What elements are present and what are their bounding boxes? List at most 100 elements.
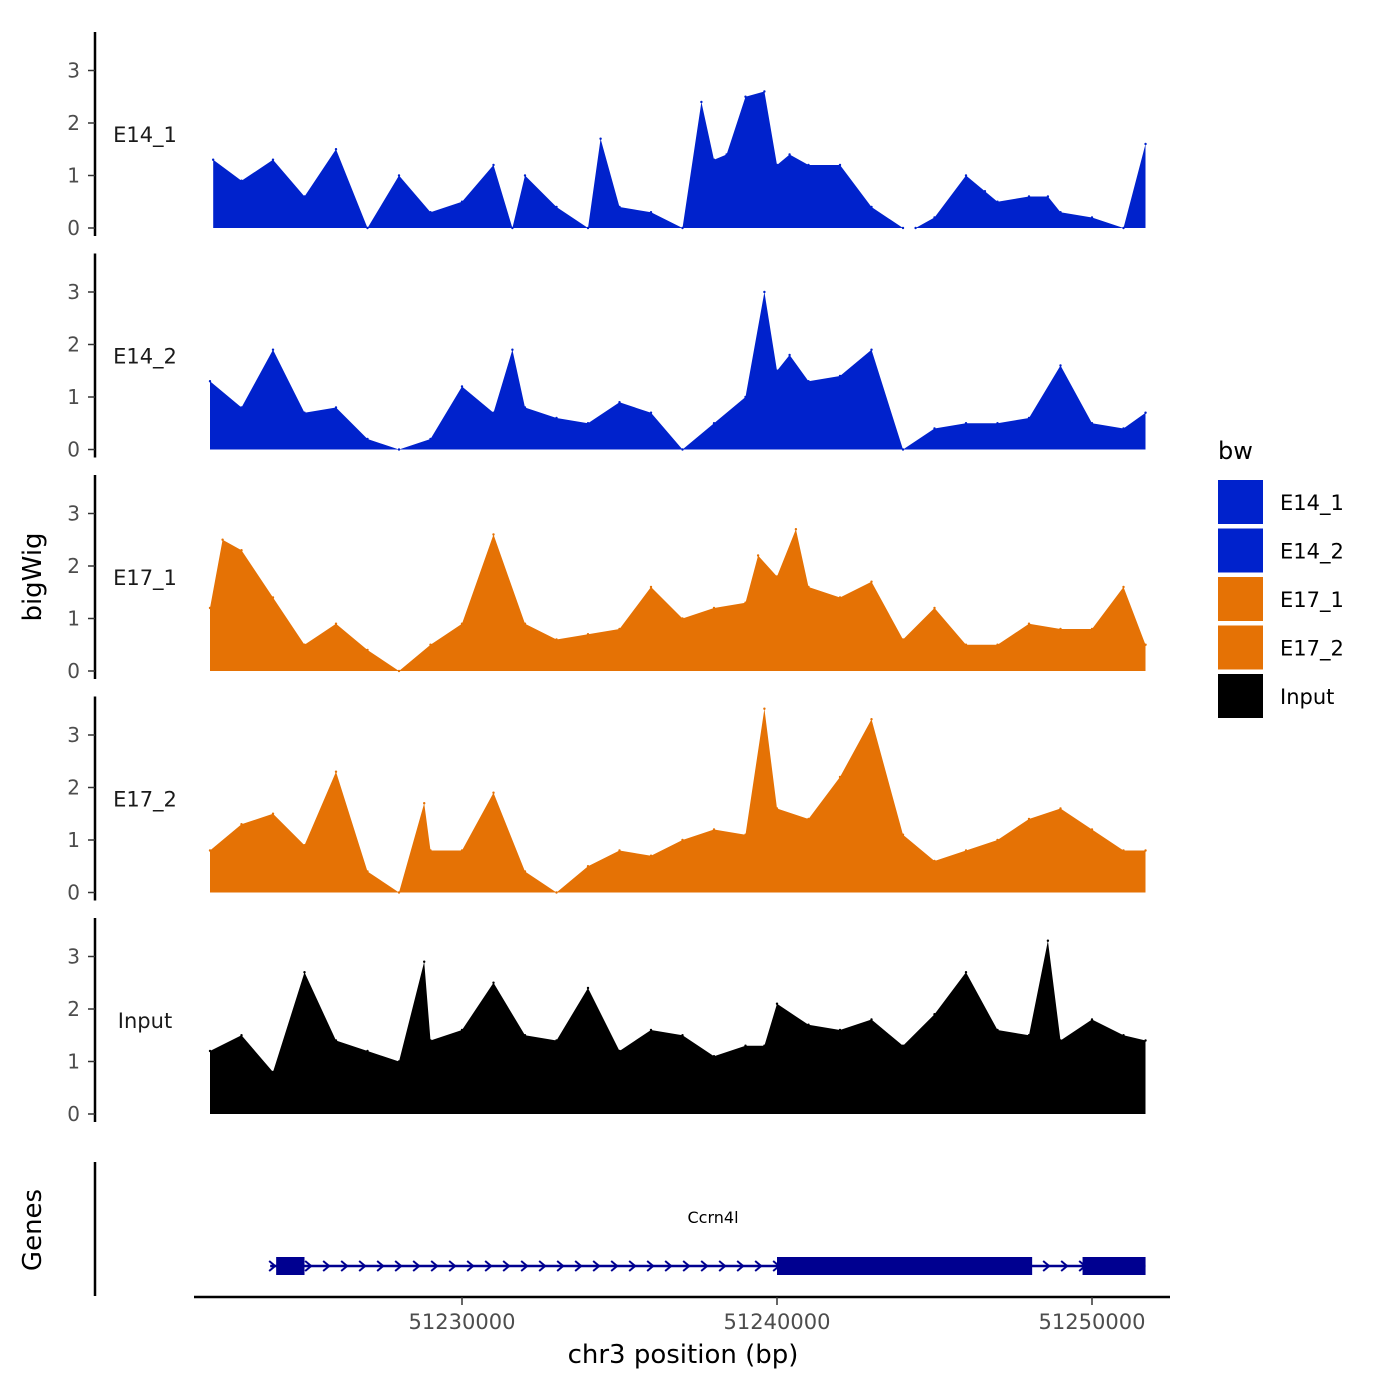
- genes-track-label: Genes: [18, 1189, 48, 1271]
- data-point: [933, 427, 936, 430]
- data-point: [838, 163, 842, 167]
- data-point: [1122, 585, 1125, 589]
- y-tick-label: 2: [67, 997, 80, 1021]
- data-point: [303, 643, 306, 646]
- data-point: [775, 369, 779, 372]
- data-point: [460, 849, 464, 852]
- data-point: [763, 707, 766, 710]
- data-point: [788, 353, 791, 357]
- data-point: [429, 437, 432, 441]
- gene-exon: [276, 1257, 305, 1275]
- y-tick-label: 0: [67, 1102, 80, 1126]
- coverage-area-Input: [210, 940, 1146, 1114]
- data-point: [744, 601, 747, 604]
- data-point: [1122, 427, 1125, 430]
- data-point: [423, 960, 426, 963]
- data-point: [271, 812, 275, 815]
- gene-track: Genes Ccrn4l: [18, 1162, 1146, 1296]
- data-point: [1090, 422, 1094, 425]
- data-point: [555, 638, 558, 641]
- y-tick-label: 3: [67, 280, 80, 304]
- data-point: [1027, 622, 1031, 625]
- data-point: [211, 158, 215, 161]
- data-point: [334, 770, 338, 773]
- data-point: [983, 190, 987, 193]
- data-point: [838, 1028, 842, 1032]
- x-axis: chr3 position (bp) 51230000 51240000 51250…: [194, 1295, 1170, 1370]
- strand-arrow: [556, 1260, 565, 1272]
- data-point: [763, 1044, 766, 1047]
- strand-arrow: [574, 1260, 583, 1272]
- legend: bw E14_1 E14_2 E17_1 E17_2 Input: [1218, 437, 1344, 718]
- data-point: [586, 986, 590, 990]
- data-point: [523, 1034, 527, 1037]
- data-point: [649, 585, 653, 589]
- data-point: [1027, 195, 1031, 198]
- data-point: [1090, 216, 1094, 219]
- y-tick-label: 0: [67, 216, 80, 240]
- data-point: [1059, 364, 1062, 367]
- data-point: [271, 348, 275, 351]
- data-point: [744, 95, 747, 98]
- legend-label: E17_2: [1280, 637, 1344, 662]
- data-point: [1144, 1039, 1147, 1042]
- data-point: [240, 549, 243, 552]
- data-point: [240, 823, 243, 826]
- legend-label: E14_2: [1280, 540, 1344, 565]
- strand-arrow: [484, 1260, 493, 1272]
- data-point: [429, 211, 432, 214]
- data-point: [725, 153, 728, 156]
- y-tick-label: 2: [67, 111, 80, 135]
- data-point: [423, 802, 426, 805]
- data-point: [1027, 416, 1031, 420]
- strand-arrow: [700, 1260, 709, 1272]
- data-point: [208, 849, 212, 852]
- strand-arrow: [592, 1260, 601, 1272]
- data-point: [555, 205, 558, 209]
- data-point: [1059, 211, 1062, 214]
- data-point: [523, 174, 527, 177]
- data-point: [712, 158, 716, 161]
- data-point: [1144, 849, 1147, 852]
- data-point: [763, 90, 766, 93]
- track-name-label: Input: [118, 1009, 172, 1033]
- y-tick-label: 2: [67, 333, 80, 357]
- strand-arrow: [1042, 1260, 1051, 1272]
- y-tick-label: 3: [67, 945, 80, 969]
- data-point: [366, 648, 369, 652]
- y-tick-label: 0: [67, 438, 80, 462]
- strand-arrow: [520, 1260, 529, 1272]
- y-tick-label: 0: [67, 881, 80, 905]
- data-point: [429, 643, 432, 646]
- data-point: [775, 1002, 779, 1005]
- y-tick-label: 1: [67, 164, 80, 188]
- data-point: [649, 211, 653, 214]
- data-point: [1090, 627, 1094, 631]
- data-point: [996, 838, 999, 842]
- data-point: [271, 596, 275, 599]
- data-point: [1059, 627, 1062, 631]
- data-point: [1122, 226, 1125, 230]
- data-point: [397, 1060, 401, 1063]
- legend-label: E14_1: [1280, 491, 1344, 516]
- data-point: [807, 585, 810, 589]
- strand-arrow: [1060, 1260, 1069, 1272]
- data-point: [794, 528, 798, 531]
- data-point: [1122, 1034, 1125, 1037]
- data-point: [429, 1039, 432, 1042]
- legend-swatch-E17_1: [1218, 577, 1263, 621]
- data-point: [744, 395, 747, 399]
- data-point: [208, 606, 212, 610]
- x-tick-label: 51250000: [1039, 1310, 1146, 1334]
- data-point: [397, 891, 401, 894]
- data-point: [649, 854, 653, 857]
- data-point: [996, 1028, 999, 1032]
- data-point: [586, 226, 590, 230]
- strand-arrow: [304, 1260, 313, 1272]
- track-panel-Input: 0 1 2 3 Input: [67, 918, 1147, 1126]
- track-name-label: E14_2: [113, 345, 177, 370]
- data-point: [366, 437, 369, 441]
- data-point: [964, 971, 968, 974]
- data-point: [712, 828, 716, 831]
- data-point: [397, 448, 401, 451]
